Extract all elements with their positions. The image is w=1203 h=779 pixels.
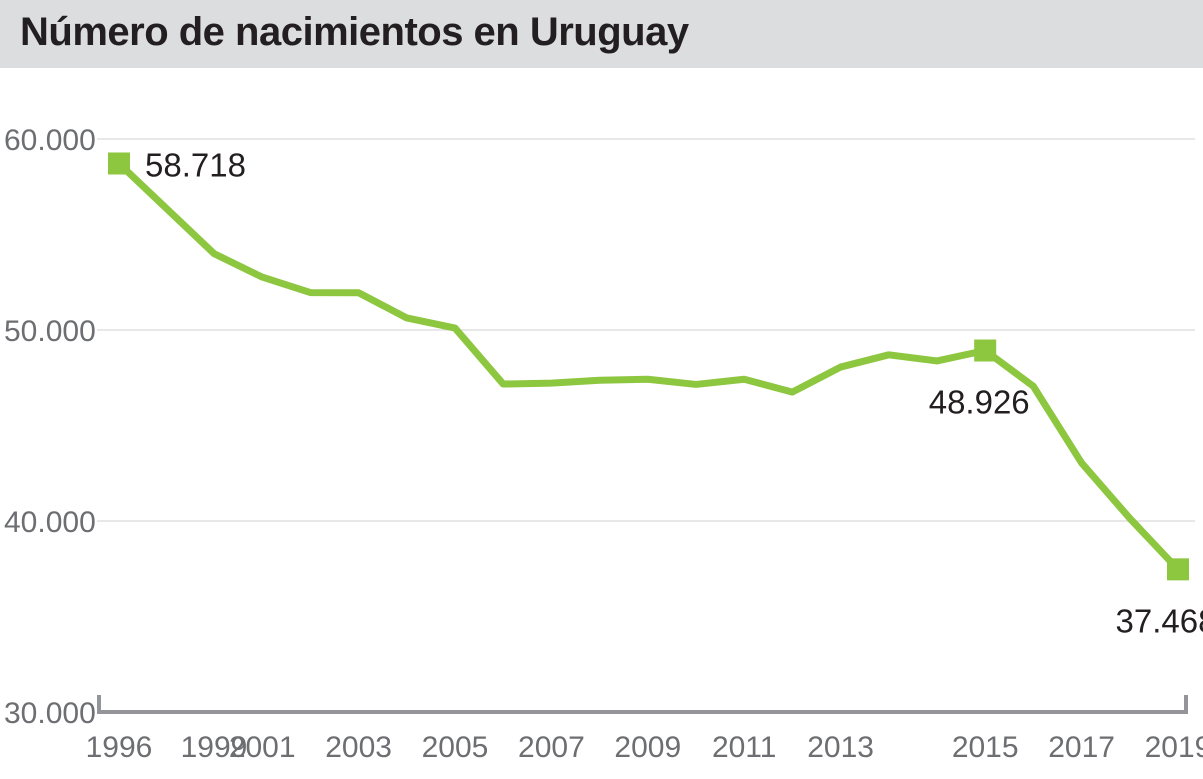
x-tick-label: 2007 xyxy=(518,731,585,764)
y-tick-label: 60.000 xyxy=(4,124,96,157)
x-tick-label: 1999 xyxy=(181,731,248,764)
x-axis xyxy=(97,695,1188,714)
x-tick-label: 2009 xyxy=(614,731,681,764)
x-axis-line xyxy=(97,695,1188,714)
data-label: 58.718 xyxy=(145,146,246,183)
point-marker xyxy=(974,339,997,362)
x-tick-label: 2019 xyxy=(1145,731,1203,764)
data-label: 48.926 xyxy=(929,384,1030,421)
data-label: 37.468 xyxy=(1116,602,1203,639)
x-tick-label: 2015 xyxy=(952,731,1019,764)
series-line xyxy=(115,159,1182,573)
point-marker xyxy=(108,152,130,175)
x-tick-label: 2011 xyxy=(712,731,777,764)
series xyxy=(108,152,1189,581)
y-tick-label: 50.000 xyxy=(4,315,96,348)
x-tick-label: 2013 xyxy=(807,731,874,764)
x-tick-label: 2001 xyxy=(229,731,296,764)
title-bar: Número de nacimientos en Uruguay xyxy=(0,0,1203,68)
data-labels: 58.718 48.926 37.468 xyxy=(145,146,1203,639)
gridlines xyxy=(97,138,1195,522)
point-marker xyxy=(1167,558,1189,581)
x-tick-label: 1996 xyxy=(86,731,153,764)
x-tick-label: 2003 xyxy=(325,731,392,764)
chart-title: Número de nacimientos en Uruguay xyxy=(20,10,689,54)
y-tick-label: 30.000 xyxy=(4,697,96,730)
x-tick-label: 2005 xyxy=(422,731,489,764)
y-tick-labels: 30.000 40.000 50.000 60.000 xyxy=(4,124,96,730)
x-tick-label: 2017 xyxy=(1048,731,1115,764)
y-tick-label: 40.000 xyxy=(4,506,96,539)
